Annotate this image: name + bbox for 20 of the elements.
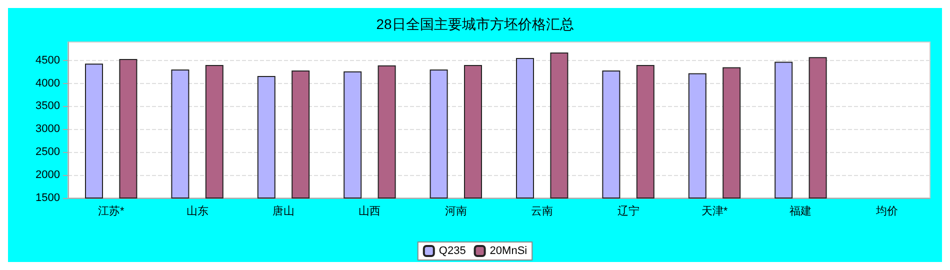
y-tick-label: 2500 [36,146,60,158]
x-tick-label: 福建 [790,204,812,218]
x-tick-label: 江苏* [98,204,125,218]
y-tick-label: 4000 [36,77,60,90]
y-tick-label: 3500 [36,100,60,112]
x-tick-label: 山东 [186,204,208,218]
legend-label: 20MnSi [490,245,528,257]
x-tick-label: 天津* [701,204,728,218]
x-tick-label: 均价 [874,206,898,218]
x-tick-label: 唐山 [272,204,294,218]
x-tick-label: 辽宁 [617,204,640,218]
x-tick-label: 河南 [444,204,467,218]
y-tick-label: 4500 [36,54,60,66]
y-tick-label: 3000 [36,123,60,136]
legend-label: Q235 [438,245,466,257]
y-tick-label: 2000 [36,169,60,182]
x-tick-label: 山西 [358,204,381,218]
x-tick-label: 云南 [531,204,554,218]
y-tick-label: 1500 [36,192,60,204]
chart-title: 28日全国主要城市方坯价格汇总 [376,16,574,32]
